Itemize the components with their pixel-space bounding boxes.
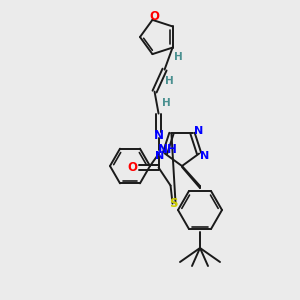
Text: S: S xyxy=(169,197,178,210)
Text: N: N xyxy=(200,151,210,160)
Text: O: O xyxy=(149,11,159,23)
Text: N: N xyxy=(154,129,164,142)
Text: H: H xyxy=(162,98,171,108)
Text: H: H xyxy=(174,52,183,61)
Text: N: N xyxy=(155,151,164,160)
Text: H: H xyxy=(165,76,174,85)
Text: O: O xyxy=(128,161,138,174)
Text: NH: NH xyxy=(158,143,178,156)
Text: N: N xyxy=(194,126,203,136)
